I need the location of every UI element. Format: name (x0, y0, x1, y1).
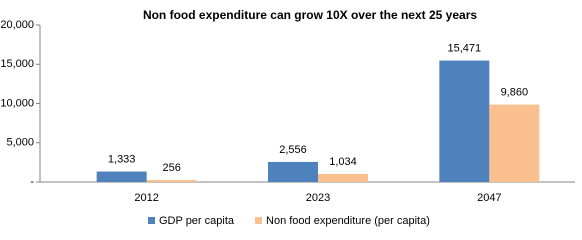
bar (268, 161, 318, 182)
y-tick-label: - (30, 176, 34, 188)
x-tick-label: 2023 (306, 192, 330, 204)
bar (96, 171, 147, 182)
bar (439, 60, 490, 182)
x-tick-label: 2012 (134, 192, 158, 204)
x-tick-label: 2047 (477, 192, 501, 204)
bar (318, 173, 368, 182)
y-tick-label: 10,000 (0, 97, 34, 109)
value-label: 15,471 (448, 42, 482, 54)
value-label: 256 (162, 162, 180, 174)
value-label: 2,556 (279, 144, 307, 156)
bar (489, 104, 540, 182)
value-label: 1,333 (108, 153, 136, 165)
value-label: 9,860 (501, 87, 529, 99)
legend-swatch (255, 217, 263, 224)
value-label: 1,034 (329, 156, 357, 168)
y-tick-label: 5,000 (6, 137, 34, 149)
bar (146, 179, 197, 182)
chart-title: Non food expenditure can grow 10X over t… (143, 8, 477, 22)
y-tick-label: 20,000 (0, 19, 34, 31)
y-tick-label: 15,000 (0, 58, 34, 70)
legend-label: GDP per capita (159, 215, 235, 227)
legend-swatch (148, 217, 155, 224)
legend-label: Non food expenditure (per capita) (266, 215, 430, 227)
